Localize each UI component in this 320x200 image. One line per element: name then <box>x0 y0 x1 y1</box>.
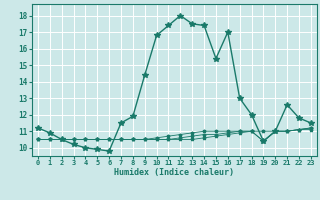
X-axis label: Humidex (Indice chaleur): Humidex (Indice chaleur) <box>115 168 234 177</box>
